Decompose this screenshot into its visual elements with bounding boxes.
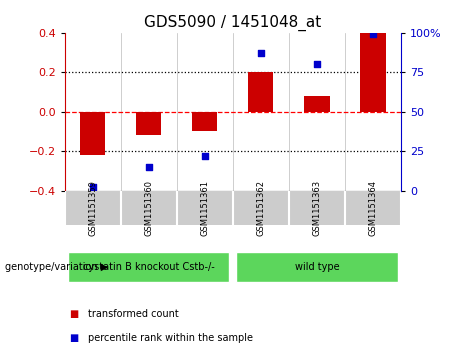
Bar bbox=[192, 112, 218, 131]
Text: cystatin B knockout Cstb-/-: cystatin B knockout Cstb-/- bbox=[83, 262, 214, 272]
Text: GSM1151359: GSM1151359 bbox=[88, 180, 97, 236]
Point bbox=[89, 184, 96, 190]
Point bbox=[201, 153, 208, 159]
Point bbox=[313, 61, 321, 67]
Bar bbox=[236, 252, 398, 282]
Text: GSM1151360: GSM1151360 bbox=[144, 180, 153, 236]
Point bbox=[369, 31, 377, 37]
Point bbox=[257, 50, 265, 56]
Bar bbox=[136, 112, 161, 135]
Text: ■: ■ bbox=[69, 309, 78, 319]
Bar bbox=[248, 72, 273, 112]
Text: GSM1151363: GSM1151363 bbox=[313, 180, 321, 236]
Bar bbox=[80, 112, 105, 155]
Text: percentile rank within the sample: percentile rank within the sample bbox=[88, 333, 253, 343]
Text: genotype/variation ▶: genotype/variation ▶ bbox=[5, 262, 108, 272]
Text: GSM1151364: GSM1151364 bbox=[368, 180, 378, 236]
Point bbox=[145, 164, 152, 170]
Text: transformed count: transformed count bbox=[88, 309, 178, 319]
Bar bbox=[361, 33, 386, 112]
Text: GSM1151362: GSM1151362 bbox=[256, 180, 266, 236]
Bar bbox=[304, 96, 330, 112]
Text: ■: ■ bbox=[69, 333, 78, 343]
Text: wild type: wild type bbox=[295, 262, 339, 272]
Text: GSM1151361: GSM1151361 bbox=[200, 180, 209, 236]
Title: GDS5090 / 1451048_at: GDS5090 / 1451048_at bbox=[144, 15, 321, 31]
Bar bbox=[68, 252, 230, 282]
